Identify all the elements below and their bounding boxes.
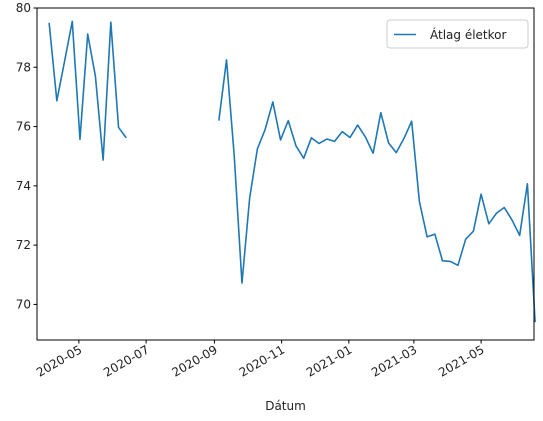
x-tick-label: 2021-03 [369,342,419,379]
y-tick-label: 76 [16,120,31,134]
series-line [218,59,536,323]
y-axis: 70 72 74 76 78 80 [16,1,37,311]
y-tick-label: 78 [16,60,31,74]
legend-label: Átlag életkor [430,27,506,42]
series-layer [48,20,536,323]
x-tick-label: 2020-07 [101,342,151,379]
x-tick-label: 2021-01 [304,342,354,379]
x-tick-label: 2020-05 [34,342,84,379]
legend-box [386,19,529,49]
x-tick-label: 2020-09 [169,342,219,379]
x-tick-label: 2021-05 [436,342,486,379]
y-tick-label: 70 [16,297,31,311]
y-tick-label: 74 [16,179,31,193]
y-tick-label: 72 [16,238,31,252]
x-axis: 2020-05 2020-07 2020-09 2020-11 2021-01 2021-… [34,340,487,380]
plot-frame [36,7,535,341]
y-tick-label: 80 [16,1,31,15]
x-axis-label: Dátum [265,399,306,413]
x-tick-label: 2020-11 [237,342,287,379]
legend: Átlag életkor [386,19,529,49]
series-line [48,20,127,161]
plot-area [36,7,536,341]
